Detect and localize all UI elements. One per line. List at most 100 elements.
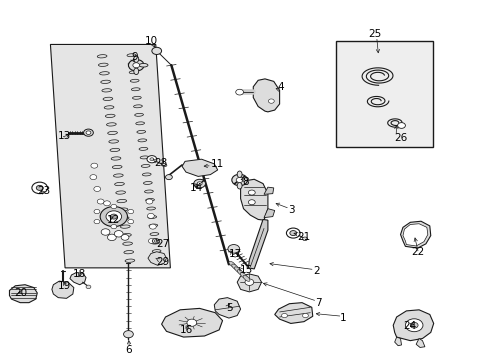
Ellipse shape <box>161 163 166 166</box>
Ellipse shape <box>153 258 162 261</box>
Ellipse shape <box>132 96 141 99</box>
Circle shape <box>127 220 133 224</box>
Circle shape <box>186 319 196 326</box>
Text: 4: 4 <box>277 82 284 93</box>
Ellipse shape <box>134 56 139 62</box>
Circle shape <box>268 99 274 103</box>
Ellipse shape <box>130 79 139 82</box>
Text: 24: 24 <box>403 321 416 331</box>
Polygon shape <box>52 281 74 298</box>
Circle shape <box>86 131 91 134</box>
Circle shape <box>90 175 97 180</box>
Circle shape <box>302 314 308 318</box>
Circle shape <box>405 319 422 332</box>
Ellipse shape <box>113 174 123 177</box>
Polygon shape <box>161 309 222 337</box>
Text: 10: 10 <box>144 36 157 46</box>
Circle shape <box>244 279 253 285</box>
Ellipse shape <box>125 259 135 262</box>
Ellipse shape <box>114 183 124 186</box>
Ellipse shape <box>107 131 117 135</box>
Ellipse shape <box>100 72 109 75</box>
Circle shape <box>281 314 287 318</box>
Circle shape <box>133 63 140 68</box>
Polygon shape <box>394 337 401 346</box>
Ellipse shape <box>101 80 110 84</box>
Polygon shape <box>402 224 427 246</box>
Circle shape <box>193 179 205 188</box>
Bar <box>335 41 432 147</box>
Ellipse shape <box>149 224 157 227</box>
Text: 16: 16 <box>179 325 192 335</box>
Text: 15: 15 <box>239 265 252 275</box>
Text: 27: 27 <box>157 239 170 249</box>
Circle shape <box>97 199 104 204</box>
Circle shape <box>36 185 43 190</box>
Circle shape <box>94 220 100 224</box>
Ellipse shape <box>143 181 152 184</box>
Ellipse shape <box>150 233 159 235</box>
Circle shape <box>149 224 156 229</box>
Circle shape <box>236 177 243 183</box>
Circle shape <box>83 129 93 136</box>
Ellipse shape <box>136 122 144 125</box>
Ellipse shape <box>237 171 242 177</box>
Ellipse shape <box>131 88 140 91</box>
Text: 7: 7 <box>315 298 321 308</box>
Ellipse shape <box>234 267 241 273</box>
Circle shape <box>248 200 255 205</box>
Polygon shape <box>253 79 279 112</box>
Circle shape <box>397 123 405 129</box>
Text: 20: 20 <box>15 288 28 298</box>
Ellipse shape <box>129 71 138 74</box>
Text: 29: 29 <box>157 257 170 267</box>
Ellipse shape <box>123 251 133 254</box>
Text: 22: 22 <box>410 247 424 257</box>
Ellipse shape <box>140 156 149 159</box>
Circle shape <box>146 199 153 204</box>
Circle shape <box>231 174 247 186</box>
Ellipse shape <box>240 273 246 279</box>
Text: 3: 3 <box>288 206 294 216</box>
Circle shape <box>165 175 172 180</box>
Circle shape <box>86 285 91 289</box>
Ellipse shape <box>104 106 114 109</box>
Text: 11: 11 <box>210 159 223 169</box>
Ellipse shape <box>112 165 122 168</box>
Polygon shape <box>9 285 37 303</box>
Text: 14: 14 <box>189 183 203 193</box>
Ellipse shape <box>152 238 159 243</box>
Circle shape <box>111 204 117 209</box>
Ellipse shape <box>152 249 161 253</box>
Ellipse shape <box>139 147 147 150</box>
Polygon shape <box>148 252 166 265</box>
Circle shape <box>121 234 129 240</box>
Ellipse shape <box>106 123 116 126</box>
Polygon shape <box>392 310 433 341</box>
Ellipse shape <box>144 190 153 193</box>
Ellipse shape <box>111 157 121 160</box>
Ellipse shape <box>128 62 137 65</box>
Circle shape <box>289 230 296 235</box>
Ellipse shape <box>105 114 115 118</box>
Text: 6: 6 <box>125 345 132 355</box>
Polygon shape <box>70 273 86 285</box>
Circle shape <box>101 229 110 235</box>
Circle shape <box>148 238 155 243</box>
Circle shape <box>147 156 157 163</box>
Ellipse shape <box>138 139 146 142</box>
Circle shape <box>302 237 307 240</box>
Circle shape <box>127 210 133 214</box>
Text: 13: 13 <box>58 131 71 141</box>
Circle shape <box>100 207 127 226</box>
Circle shape <box>106 211 122 222</box>
Circle shape <box>286 228 300 238</box>
Polygon shape <box>264 209 274 218</box>
Text: 5: 5 <box>225 303 232 314</box>
Ellipse shape <box>122 234 131 237</box>
Polygon shape <box>400 221 430 248</box>
Text: 12: 12 <box>107 215 120 225</box>
Text: 21: 21 <box>297 232 310 242</box>
Ellipse shape <box>151 241 160 244</box>
Circle shape <box>152 47 161 54</box>
